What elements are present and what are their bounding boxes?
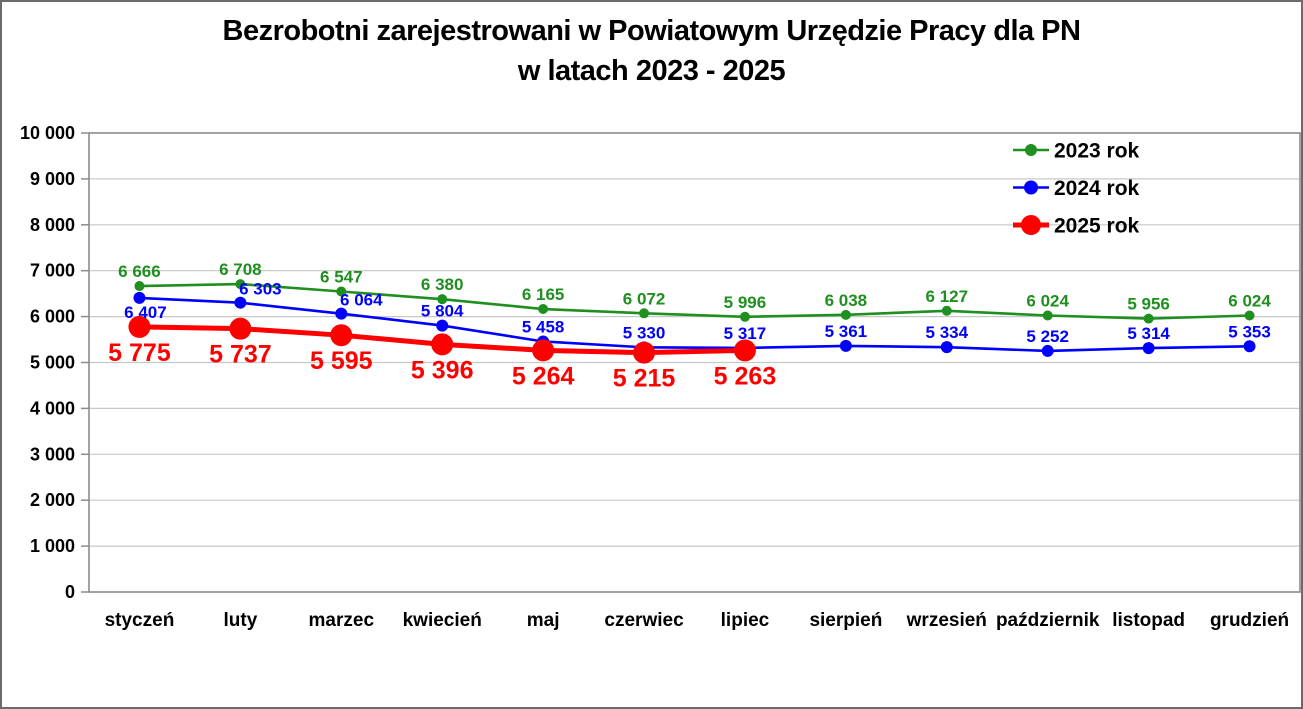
y-axis-tick-label: 9 000 [30, 169, 75, 189]
data-point-marker [639, 308, 650, 319]
data-point-label: 6 064 [340, 291, 383, 310]
series-line-2024-rok [139, 296, 1250, 353]
x-axis-category-label: kwiecień [403, 610, 482, 631]
legend-item-2025-rok: 2025 rok [1013, 215, 1140, 238]
data-point-marker [733, 339, 756, 362]
data-point-marker [839, 339, 852, 352]
x-axis-category-label: październik [996, 610, 1100, 631]
data-point-label: 6 072 [623, 289, 666, 308]
data-point-label: 5 595 [310, 347, 373, 375]
data-point-marker [335, 307, 348, 320]
data-point-label: 6 547 [320, 267, 363, 286]
data-point-marker [633, 341, 656, 364]
data-point-label: 6 380 [421, 275, 464, 294]
data-point-label: 5 252 [1026, 327, 1069, 346]
data-point-label: 5 458 [522, 317, 565, 336]
data-point-label: 6 038 [825, 291, 868, 310]
data-point-label: 5 775 [108, 339, 171, 367]
data-point-marker [336, 286, 347, 297]
data-point-marker [1243, 340, 1256, 353]
series-line-2023-rok [139, 282, 1250, 320]
data-point-label: 5 264 [512, 362, 575, 390]
data-point-label: 5 317 [724, 324, 767, 343]
y-axis-tick-label: 2 000 [30, 490, 75, 510]
chart-title-line2: w latach 2023 - 2025 [517, 55, 786, 88]
legend-marker [1025, 144, 1037, 156]
legend-item-2023-rok: 2023 rok [1013, 140, 1140, 163]
data-point-marker [941, 305, 952, 316]
data-point-label: 6 407 [124, 303, 167, 322]
data-point-marker [330, 324, 353, 347]
x-axis-category-label: sierpień [809, 610, 882, 631]
x-axis-category-label: grudzień [1210, 610, 1289, 631]
data-point-marker [133, 291, 146, 304]
y-axis-tick-label: 3 000 [30, 444, 75, 464]
data-point-label: 6 024 [1026, 291, 1069, 310]
data-point-label: 5 804 [421, 302, 464, 321]
x-axis-category-label: styczeń [105, 610, 175, 631]
data-point-marker [128, 315, 151, 338]
y-axis-tick-label: 4 000 [30, 398, 75, 418]
plot-border [88, 132, 1301, 593]
data-point-label: 6 708 [219, 260, 262, 279]
chart-title-line1: Bezrobotni zarejestrowani w Powiatowym U… [222, 15, 1081, 47]
x-axis-category-label: maj [527, 610, 560, 631]
y-axis-tick-label: 8 000 [30, 215, 75, 235]
legend-label: 2023 rok [1054, 140, 1140, 163]
data-point-label: 6 024 [1228, 291, 1271, 310]
data-point-label: 5 396 [411, 356, 474, 384]
legend-marker [1021, 215, 1041, 235]
data-point-label: 5 353 [1228, 322, 1271, 341]
x-axis-category-label: listopad [1112, 610, 1185, 631]
data-point-label: 6 666 [118, 262, 161, 281]
x-axis-category-label: luty [223, 610, 257, 631]
data-point-marker [1042, 310, 1053, 321]
data-point-label: 5 996 [724, 293, 767, 312]
data-point-label: 5 956 [1127, 295, 1170, 314]
y-axis-tick-label: 1 000 [30, 536, 75, 556]
data-point-marker [940, 341, 953, 354]
y-axis-tick-label: 7 000 [30, 261, 75, 281]
x-axis-category-label: lipiec [721, 610, 770, 631]
data-point-label: 5 361 [825, 322, 868, 341]
y-axis-tick-label: 0 [65, 582, 75, 602]
y-axis-tick-label: 10 000 [20, 123, 75, 143]
data-point-label: 6 303 [239, 280, 282, 299]
data-point-marker [229, 317, 252, 340]
x-axis-category-label: marzec [309, 610, 375, 631]
legend-label: 2025 rok [1054, 215, 1140, 238]
data-point-marker [431, 333, 454, 356]
data-point-marker [235, 279, 246, 290]
data-point-label: 5 737 [209, 341, 272, 369]
data-point-label: 5 330 [623, 323, 666, 342]
legend-label: 2024 rok [1054, 177, 1140, 200]
data-point-marker [532, 339, 555, 362]
data-point-marker [1143, 313, 1154, 324]
data-point-label: 6 165 [522, 285, 565, 304]
data-point-marker [134, 281, 145, 292]
chart-title: Bezrobotni zarejestrowani w Powiatowym U… [2, 11, 1301, 91]
data-point-marker [1142, 342, 1155, 355]
data-point-marker [234, 296, 247, 309]
data-point-marker [739, 311, 750, 322]
data-point-label: 5 334 [926, 323, 969, 342]
legend-marker [1024, 180, 1038, 195]
y-axis-tick-label: 5 000 [30, 353, 75, 373]
data-point-marker [1244, 310, 1255, 321]
data-point-marker [538, 304, 549, 315]
data-point-marker [436, 319, 449, 332]
x-axis-category-label: czerwiec [604, 610, 684, 631]
data-point-marker [840, 309, 851, 320]
data-point-label: 6 127 [926, 287, 969, 306]
data-point-marker [437, 294, 448, 305]
x-axis-category-label: wrzesień [906, 610, 987, 631]
data-point-label: 5 314 [1127, 324, 1170, 343]
data-point-label: 5 263 [714, 362, 777, 390]
data-point-marker [1041, 344, 1054, 357]
data-point-label: 5 215 [613, 365, 676, 393]
legend-item-2024-rok: 2024 rok [1013, 177, 1140, 200]
y-axis-tick-label: 6 000 [30, 307, 75, 327]
